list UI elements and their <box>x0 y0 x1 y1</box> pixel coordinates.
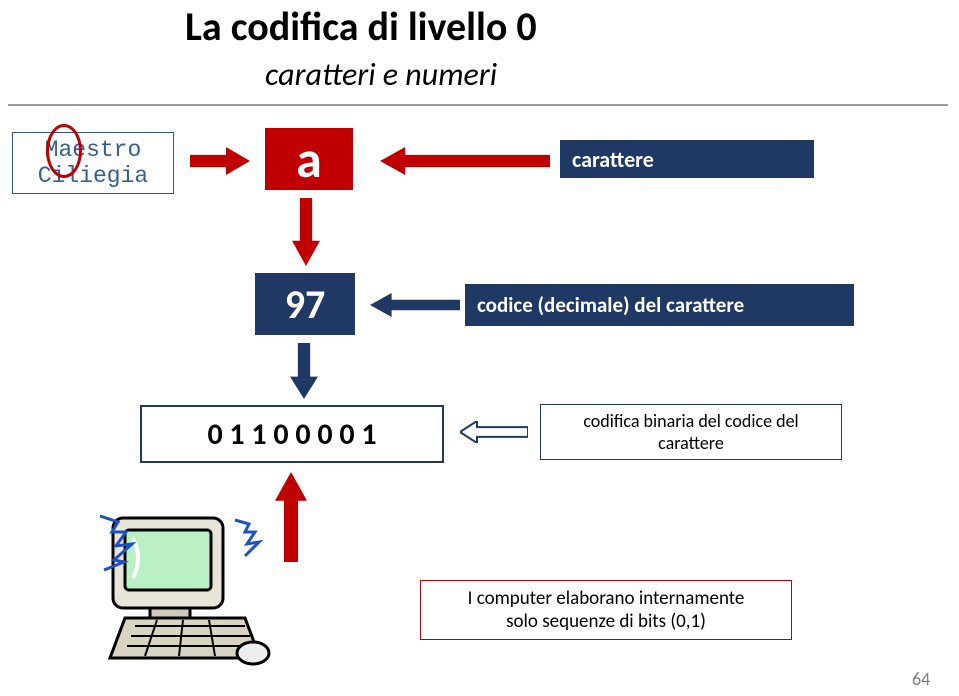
carattere-label-text: carattere <box>572 146 654 173</box>
codifica-binaria-line2: carattere <box>583 432 798 454</box>
codice-decimale-text: codice (decimale) del carattere <box>477 292 744 318</box>
source-text-box: Maestro Ciliegia <box>12 132 174 194</box>
computer-statement-line2: solo sequenze di bits (0,1) <box>468 610 745 633</box>
character-block: a <box>265 128 353 190</box>
decimal-block: 97 <box>255 273 355 335</box>
codifica-binaria-box: codifica binaria del codice del caratter… <box>540 404 842 460</box>
codifica-binaria-line1: codifica binaria del codice del <box>583 410 798 432</box>
arrow-right-icon <box>190 147 250 175</box>
page-number: 64 <box>912 668 930 690</box>
computer-statement-line1: I computer elaborano internamente <box>468 587 745 610</box>
page-subtitle: caratteri e numeri <box>265 55 497 94</box>
arrow-left-hollow-icon <box>460 421 528 443</box>
binary-box: 0 1 1 0 0 0 0 1 <box>140 405 444 463</box>
carattere-label: carattere <box>560 140 814 178</box>
title-divider <box>8 104 948 106</box>
arrow-up-red-icon <box>275 472 307 562</box>
arrow-left-red-icon <box>380 147 550 175</box>
computer-clipart-icon <box>95 508 275 668</box>
page-title: La codifica di livello 0 <box>185 2 537 51</box>
arrow-down-blue-icon <box>290 343 318 399</box>
codice-decimale-label: codice (decimale) del carattere <box>465 284 854 326</box>
computer-statement-box: I computer elaborano internamente solo s… <box>420 580 792 640</box>
highlight-oval <box>46 124 82 178</box>
arrow-left-blue-icon <box>370 293 460 317</box>
arrow-down-red-icon <box>292 198 320 266</box>
